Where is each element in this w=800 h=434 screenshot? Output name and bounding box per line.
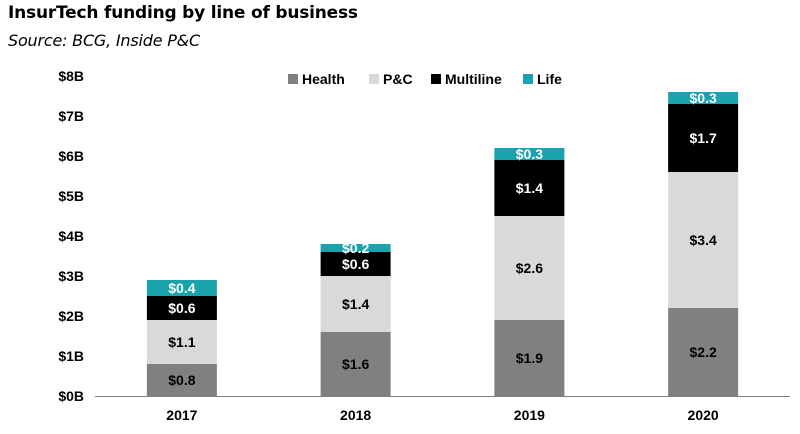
bar-segment-multiline-2020 [668,104,739,172]
data-label: $1.1 [168,334,195,350]
y-tick-label: $4B [58,228,84,244]
legend-label: Life [537,71,562,87]
bar-segment-health-2018 [320,332,391,396]
legend-label: Multiline [445,71,502,87]
data-label: $0.2 [342,240,369,256]
bar-segment-health-2017 [146,364,217,396]
data-label: $0.8 [168,372,195,388]
bar-segment-life-2019 [494,148,565,160]
legend-swatch-life [523,74,533,84]
data-label: $1.7 [690,130,717,146]
legend-swatch-health [288,74,298,84]
data-label: $0.3 [690,90,717,106]
data-label: $1.4 [342,296,369,312]
bars: $0.8$1.1$0.6$0.4$1.6$1.4$0.6$0.2$1.9$2.6… [146,90,739,396]
x-tick-label: 2019 [514,407,545,423]
data-label: $0.4 [168,280,195,296]
bar-segment-pc-2019 [494,216,565,320]
y-tick-label: $6B [58,148,84,164]
chart-subtitle: Source: BCG, Inside P&C [8,31,200,50]
x-tick-label: 2017 [166,407,197,423]
bar-segment-pc-2018 [320,276,391,332]
data-label: $3.4 [690,232,717,248]
bar-segment-multiline-2017 [146,296,217,320]
y-tick-label: $8B [58,68,84,84]
bar-segment-multiline-2018 [320,252,391,276]
data-label: $1.6 [342,356,369,372]
bar-segment-pc-2017 [146,320,217,364]
legend: Health P&C Multiline Life [288,71,562,87]
x-tick-label: 2018 [340,407,371,423]
y-tick-label: $3B [58,268,84,284]
x-axis: 2017 2018 2019 2020 [95,396,790,423]
data-label: $1.9 [516,350,543,366]
data-label: $0.6 [342,256,369,272]
y-tick-label: $5B [58,188,84,204]
data-label: $2.2 [690,344,717,360]
data-label: $1.4 [516,180,543,196]
chart-title: InsurTech funding by line of business [8,3,358,23]
data-label: $0.6 [168,300,195,316]
legend-label: P&C [383,71,413,87]
y-tick-label: $2B [58,308,84,324]
y-tick-label: $1B [58,348,84,364]
data-label: $2.6 [516,260,543,276]
x-tick-label: 2020 [688,407,719,423]
bar-segment-life-2020 [668,92,739,104]
data-label: $0.3 [516,146,543,162]
legend-swatch-multiline [431,74,441,84]
y-tick-label: $0B [58,388,84,404]
y-axis: $0B $1B $2B $3B $4B $5B $6B $7B $8B [58,68,84,404]
bar-segment-health-2020 [668,308,739,396]
y-tick-label: $7B [58,108,84,124]
bar-segment-life-2018 [320,244,391,252]
bar-segment-multiline-2019 [494,160,565,216]
bar-segment-life-2017 [146,280,217,296]
bar-segment-pc-2020 [668,172,739,308]
legend-swatch-pc [369,74,379,84]
bar-segment-health-2019 [494,320,565,396]
legend-label: Health [302,71,345,87]
